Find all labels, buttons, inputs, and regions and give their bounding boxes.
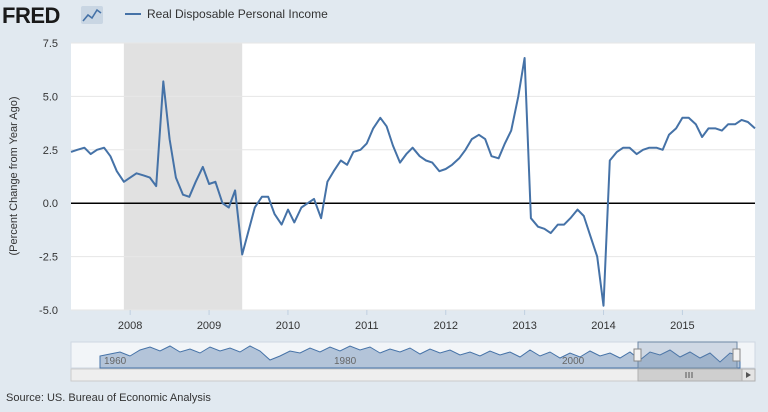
x-tick-label: 2012 bbox=[433, 320, 457, 332]
y-axis-ticks: 7.5 5.0 2.5 0.0 -2.5 -5.0 bbox=[39, 38, 58, 317]
y-tick-label: -5.0 bbox=[39, 305, 58, 317]
navigator[interactable]: 1960 1980 2000 bbox=[70, 341, 756, 382]
recession-bands bbox=[123, 43, 243, 310]
legend: Real Disposable Personal Income bbox=[125, 7, 328, 21]
navigator-series bbox=[99, 345, 741, 369]
y-tick-label: 2.5 bbox=[43, 145, 58, 157]
source-note: Source: US. Bureau of Economic Analysis bbox=[6, 392, 211, 404]
y-axis-label: (Percent Change from Year Ago) bbox=[8, 97, 20, 256]
x-tick-label: 2011 bbox=[355, 320, 379, 332]
grid bbox=[71, 42, 755, 311]
series-line[interactable] bbox=[70, 57, 756, 307]
x-tick-label: 2013 bbox=[512, 320, 536, 332]
x-tick-label: 2015 bbox=[670, 320, 694, 332]
navigator-label: 1960 bbox=[104, 356, 127, 367]
fred-logo[interactable]: FRED bbox=[2, 3, 103, 28]
scroll-grip-icon bbox=[685, 372, 693, 378]
y-tick-label: -2.5 bbox=[39, 252, 58, 264]
x-tick-label: 2014 bbox=[591, 320, 615, 332]
x-tick-label: 2009 bbox=[197, 320, 221, 332]
navigator-label: 1980 bbox=[334, 356, 357, 367]
arrow-right-icon bbox=[746, 372, 751, 378]
navigator-left-handle[interactable] bbox=[633, 348, 642, 362]
y-tick-label: 0.0 bbox=[43, 198, 58, 210]
navigator-scroll-thumb[interactable] bbox=[637, 368, 743, 382]
x-axis-ticks: 2008 2009 2010 2011 2012 2013 2014 2015 bbox=[118, 310, 695, 332]
y-tick-label: 5.0 bbox=[43, 91, 58, 103]
navigator-right-handle[interactable] bbox=[732, 348, 741, 362]
fred-chart-icon bbox=[81, 6, 103, 24]
y-tick-label: 7.5 bbox=[43, 38, 58, 50]
x-tick-label: 2010 bbox=[276, 320, 300, 332]
navigator-selection[interactable] bbox=[637, 341, 738, 369]
logo-text: FRED bbox=[2, 3, 60, 28]
navigator-label: 2000 bbox=[562, 356, 585, 367]
legend-entry: Real Disposable Personal Income bbox=[147, 7, 328, 21]
series-layer bbox=[70, 57, 756, 307]
x-tick-label: 2008 bbox=[118, 320, 142, 332]
recession-band bbox=[123, 43, 243, 310]
